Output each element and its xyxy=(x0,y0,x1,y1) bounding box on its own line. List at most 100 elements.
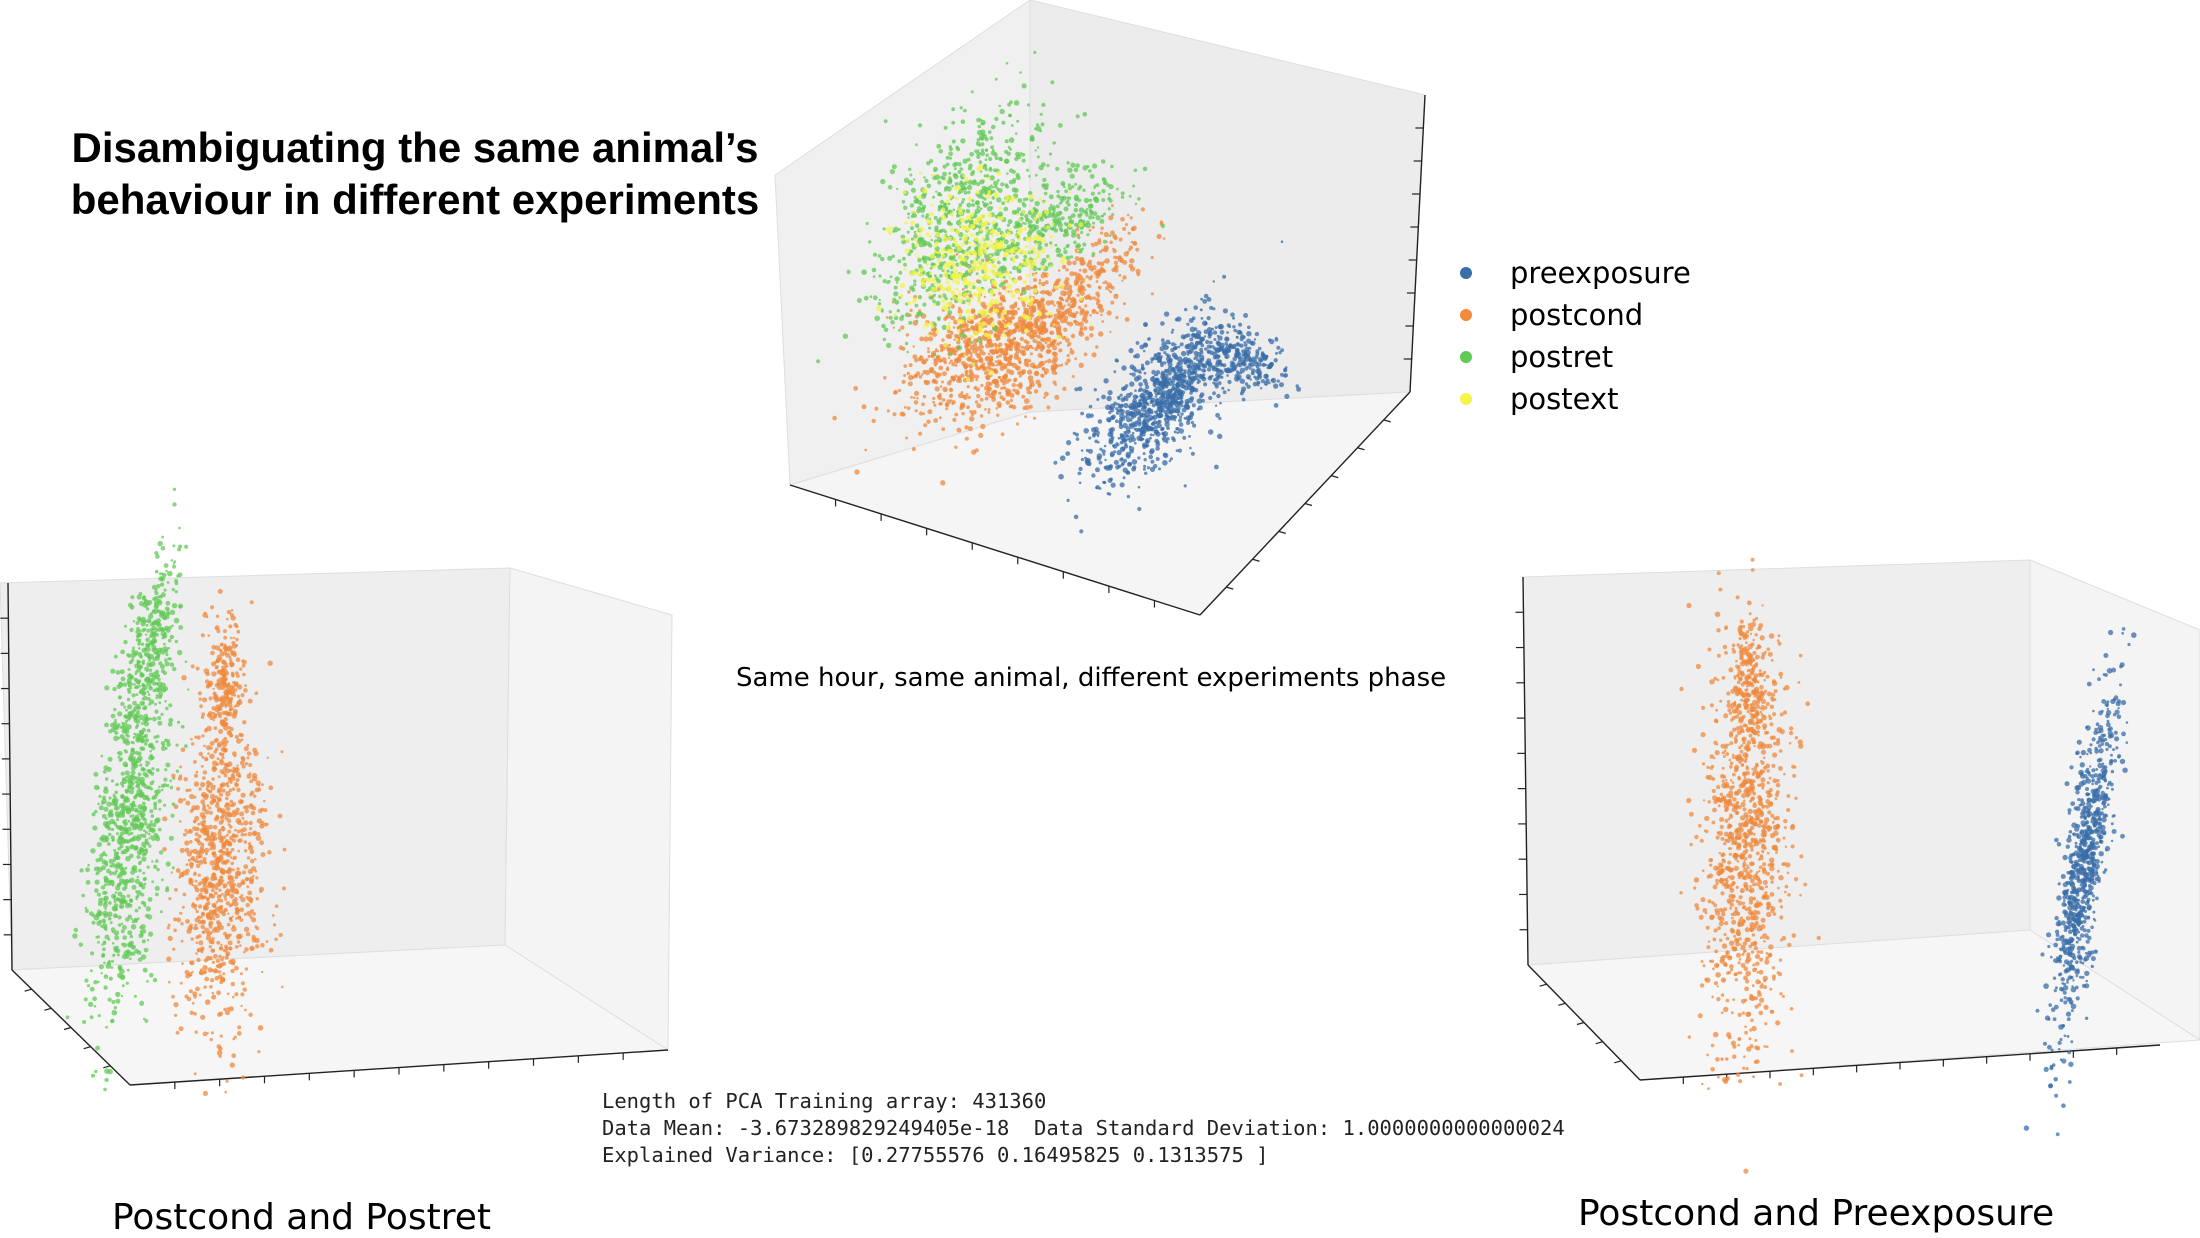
data-point xyxy=(139,823,144,828)
data-point xyxy=(1055,167,1059,171)
data-point xyxy=(1021,217,1024,220)
data-point xyxy=(1149,450,1154,455)
data-point xyxy=(1133,355,1137,359)
data-point xyxy=(989,254,992,257)
data-point xyxy=(991,279,995,283)
data-point xyxy=(1125,223,1128,226)
data-point xyxy=(926,218,930,222)
data-point xyxy=(127,724,132,729)
data-point xyxy=(1078,306,1081,309)
data-point xyxy=(1119,458,1123,462)
data-point xyxy=(146,906,151,911)
data-point xyxy=(172,866,175,869)
data-point xyxy=(142,661,145,664)
data-point xyxy=(941,248,946,253)
data-point xyxy=(1179,422,1184,427)
data-point xyxy=(1274,403,1279,408)
data-point xyxy=(142,782,145,785)
data-point xyxy=(967,297,970,300)
data-point xyxy=(921,282,926,287)
data-point xyxy=(1108,207,1111,210)
data-point xyxy=(987,213,992,218)
data-point xyxy=(126,982,129,985)
data-point xyxy=(1172,376,1174,378)
data-point xyxy=(138,957,143,962)
data-point xyxy=(945,276,948,279)
data-point xyxy=(905,312,910,317)
data-point xyxy=(1075,276,1078,279)
data-point xyxy=(1043,322,1046,325)
data-point xyxy=(1212,307,1215,310)
data-point xyxy=(1079,207,1084,212)
data-point xyxy=(159,850,163,854)
data-point xyxy=(1058,123,1063,128)
data-point xyxy=(1028,250,1031,253)
data-point xyxy=(125,902,128,905)
data-point xyxy=(100,925,103,928)
data-point xyxy=(1193,357,1196,360)
data-point xyxy=(944,308,948,312)
data-point xyxy=(1133,394,1138,399)
data-point xyxy=(1013,225,1017,229)
data-point xyxy=(1101,198,1105,202)
data-point xyxy=(1134,169,1138,173)
data-point xyxy=(125,856,131,862)
data-point xyxy=(1271,378,1276,383)
data-point xyxy=(965,437,969,441)
data-point xyxy=(958,292,963,297)
data-point xyxy=(1163,361,1166,364)
data-point xyxy=(146,980,149,983)
data-point xyxy=(1084,198,1089,203)
data-point xyxy=(913,345,915,347)
data-point xyxy=(1257,371,1261,375)
data-point xyxy=(968,426,973,431)
data-point xyxy=(1135,428,1139,432)
data-point xyxy=(903,263,907,267)
data-point xyxy=(130,935,134,939)
data-point xyxy=(1122,227,1126,231)
data-point xyxy=(913,234,918,239)
data-point xyxy=(1042,229,1045,232)
data-point xyxy=(1211,375,1213,377)
data-point xyxy=(1047,273,1050,276)
data-point xyxy=(1152,403,1156,407)
data-point xyxy=(177,547,181,551)
data-point xyxy=(125,709,128,712)
data-point xyxy=(129,899,133,903)
data-point xyxy=(136,719,141,724)
data-point xyxy=(1012,303,1017,308)
data-point xyxy=(990,184,993,187)
data-point xyxy=(1276,346,1280,350)
data-point xyxy=(1040,248,1045,253)
data-point xyxy=(136,621,140,625)
data-point xyxy=(1014,100,1020,106)
data-point xyxy=(108,1069,113,1074)
data-point xyxy=(1006,400,1011,405)
data-point xyxy=(142,648,147,653)
data-point xyxy=(1084,353,1088,357)
data-point xyxy=(1019,375,1022,378)
data-point xyxy=(94,1070,97,1073)
data-point xyxy=(994,335,997,338)
data-point xyxy=(1140,393,1145,398)
data-point xyxy=(961,412,964,415)
data-point xyxy=(1044,392,1049,397)
axis-tick xyxy=(1358,448,1365,450)
data-point xyxy=(1092,252,1096,256)
data-point xyxy=(1164,418,1167,421)
data-point xyxy=(947,286,952,291)
data-point xyxy=(137,917,140,920)
data-point xyxy=(117,883,121,887)
data-point xyxy=(903,206,907,210)
data-point xyxy=(1022,203,1026,207)
data-point xyxy=(981,214,986,219)
data-point xyxy=(1013,378,1017,382)
data-point xyxy=(139,852,142,855)
data-point xyxy=(1258,357,1263,362)
data-point xyxy=(1214,382,1218,386)
data-point xyxy=(976,272,979,275)
data-point xyxy=(1017,230,1022,235)
data-point xyxy=(1192,424,1196,428)
data-point xyxy=(980,398,984,402)
data-point xyxy=(896,188,898,190)
